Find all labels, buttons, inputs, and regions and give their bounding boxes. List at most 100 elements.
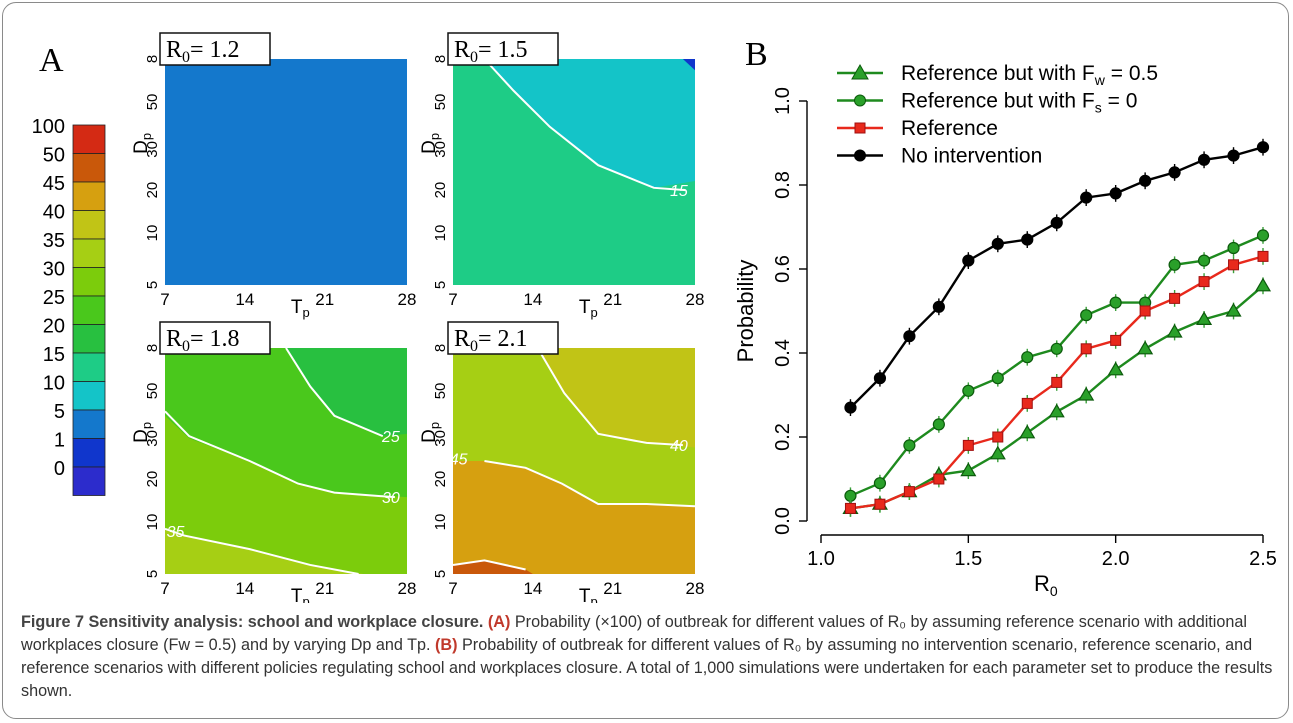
x-tick-label: 21: [315, 579, 334, 598]
data-point: [989, 445, 1006, 460]
y-tick-label: 0.8: [772, 171, 794, 199]
data-point: [1168, 166, 1181, 179]
heatmap-panel-1: 7 14 21 28 5 10 20 30 50 8 Tp Dp R0= 1.2: [131, 32, 417, 320]
x-tick-label: 28: [686, 579, 705, 598]
data-point: [874, 498, 886, 510]
y-tick-label: 50: [144, 94, 161, 111]
heatmap-panel-4: 40 45 7 14 21 28 5 10 20 30 50 8 Tp Dp R0= 2.1: [419, 321, 705, 603]
contour-line: [164, 527, 359, 575]
contour-line: [536, 347, 683, 447]
data-point: [992, 431, 1004, 443]
legend-swatch-8: [72, 352, 106, 382]
y-tick-label: 5: [432, 570, 449, 578]
y-tick-label: 10: [144, 225, 161, 242]
y-tick-label: 20: [432, 182, 449, 199]
y-tick-label: 50: [432, 383, 449, 400]
legend-swatch-10: [72, 409, 106, 439]
contour-line: [452, 559, 526, 571]
data-point: [844, 489, 857, 502]
caption-title: Figure 7 Sensitivity analysis: school an…: [21, 613, 484, 631]
legend-value-45: 45: [43, 173, 65, 195]
data-point: [1137, 340, 1154, 355]
legend-value-35: 35: [43, 230, 65, 252]
y-tick-label: 20: [432, 471, 449, 488]
heatmap-title: R0= 2.1: [447, 321, 559, 355]
y-axis-title: Dp: [419, 422, 442, 443]
data-point: [1256, 141, 1270, 154]
data-point: [1254, 277, 1272, 292]
data-point: [1078, 386, 1095, 401]
y-tick-label: 8: [144, 344, 161, 352]
y-tick-label: 10: [432, 225, 449, 242]
legend-label: No intervention: [901, 145, 1042, 168]
contour-label-25: 25: [381, 429, 400, 446]
y-tick-label: 30: [144, 430, 161, 447]
legend-swatch-7: [72, 324, 106, 354]
title-box: [159, 321, 271, 355]
x-axis-title: Tp: [579, 586, 598, 603]
data-point: [844, 401, 857, 414]
panel-b-line-chart: B 0.0 0.2 0.4 0.6 0.8 1.0 1.0 1.5 2.0 2.5 R0 Probab…: [733, 36, 1277, 599]
legend-swatch-1: [72, 153, 106, 183]
data-point: [903, 486, 915, 498]
data-point: [1021, 351, 1034, 364]
data-point: [932, 418, 945, 431]
heatmap-grid: 7 14 21 28 5 10 20 30 50 8 Tp Dp R0= 1.2 15 7 14 21 28 5 10…: [131, 32, 705, 603]
legend-swatch-2: [72, 181, 106, 211]
x-tick-label: 2.0: [1102, 548, 1130, 570]
legend-swatch-6: [72, 295, 106, 325]
x-tick-label: 2.5: [1249, 548, 1277, 570]
legend-swatch-3: [72, 210, 106, 240]
heatmap-region: [165, 59, 407, 285]
data-point: [932, 300, 945, 313]
x-tick-label: 14: [523, 290, 542, 309]
series-2: [844, 248, 1269, 517]
y-tick-label: 10: [432, 514, 449, 531]
y-tick-label: 0.4: [772, 339, 794, 367]
legend-value-40: 40: [43, 202, 65, 224]
heatmap-region: [165, 415, 407, 574]
contour-line: [164, 410, 395, 499]
contour-line: [484, 460, 696, 508]
legend-value-100: 100: [32, 116, 65, 138]
caption-a-text: Probability (×100) of outbreak for diffe…: [21, 613, 1247, 654]
heatmap-panel-2: 15 7 14 21 28 5 10 20 30 50 8 Tp Dp R0= 1.5: [419, 32, 704, 320]
contour-label-35: 35: [167, 524, 185, 541]
x-tick-label: 7: [160, 290, 169, 309]
legend-value-50: 50: [43, 145, 65, 167]
legend-value-5: 5: [54, 401, 65, 423]
y-tick-label: 30: [432, 430, 449, 447]
y-axis-title: Dp: [419, 133, 442, 154]
data-point: [962, 384, 975, 397]
data-point: [1080, 309, 1093, 322]
caption-b-label: (B): [435, 636, 458, 654]
legend-label: Reference but with Fs = 0: [901, 90, 1137, 116]
heatmap-title: R0= 1.5: [447, 32, 559, 66]
data-point: [1139, 305, 1151, 317]
y-tick-label: 30: [432, 141, 449, 158]
heatmap-panel-3: 25 30 35 7 14 21 28 5 10 20 30 50 8 Tp Dp R0= 1.8: [131, 321, 416, 603]
data-point: [1169, 292, 1181, 304]
y-tick-label: 50: [432, 94, 449, 111]
x-tick-label: 7: [448, 290, 457, 309]
y-tick-label: 5: [144, 570, 161, 578]
legend-swatch-4: [72, 238, 106, 268]
x-tick-label: 28: [398, 290, 417, 309]
title-text: R0= 1.5: [454, 37, 528, 66]
heatmap-region: [453, 560, 533, 574]
panel-a-label: A: [39, 42, 64, 79]
heatmap-region: [453, 348, 695, 507]
contour-line: [483, 58, 686, 192]
data-point: [1168, 258, 1181, 271]
y-tick-label: 0.6: [772, 255, 794, 283]
x-tick-label: 21: [315, 290, 334, 309]
data-point: [1080, 191, 1093, 204]
y-tick-label: 0.2: [772, 423, 794, 451]
legend-swatch-0: [72, 124, 106, 154]
data-point: [1256, 229, 1270, 242]
title-box: [159, 32, 271, 66]
y-tick-label: 30: [144, 141, 161, 158]
